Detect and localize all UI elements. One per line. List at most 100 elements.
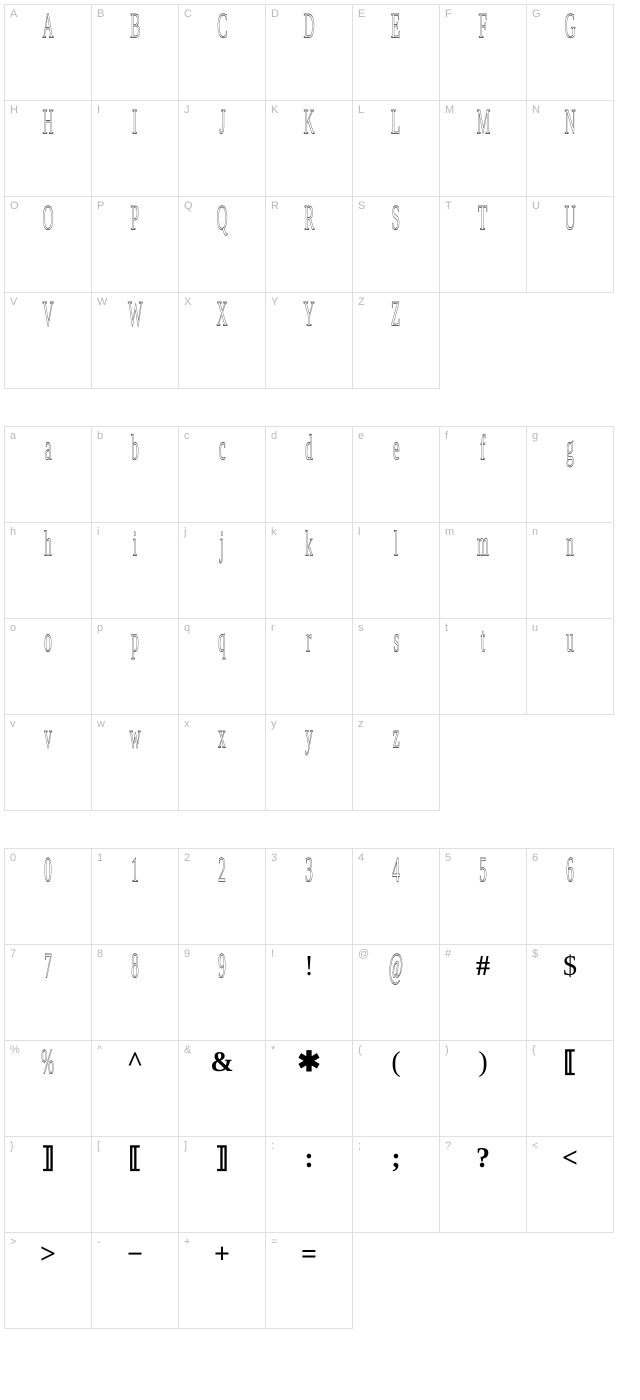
glyph-cell: @@ (352, 944, 440, 1041)
glyph-char: L (391, 105, 400, 141)
glyph-char: U (564, 201, 575, 237)
glyph-cell: OO (4, 196, 92, 293)
glyph-display: l (353, 531, 439, 559)
glyph-cell: *✱ (265, 1040, 353, 1137)
glyph-display: x (179, 723, 265, 751)
glyph-display: ⟦ (92, 1145, 178, 1173)
glyph-display: C (179, 13, 265, 41)
glyph-char: A (42, 9, 53, 45)
glyph-row: %%^^&&*✱(()){⟦ (4, 1040, 636, 1136)
glyph-cell: ff (439, 426, 527, 523)
glyph-display: P (92, 205, 178, 233)
glyph-display: 0 (5, 857, 91, 885)
glyph-char: Y (303, 297, 314, 333)
glyph-display: a (5, 435, 91, 463)
glyph-cell: mm (439, 522, 527, 619)
glyph-display: g (527, 435, 613, 463)
glyph-cell: YY (265, 292, 353, 389)
glyph-char: w (129, 719, 140, 755)
glyph-display: ! (266, 953, 352, 981)
glyph-cell: ww (91, 714, 179, 811)
glyph-display: @ (353, 953, 439, 981)
glyph-chart-numbers-symbols: 00112233445566778899!!@@##$$%%^^&&*✱(())… (4, 848, 636, 1328)
glyph-cell: DD (265, 4, 353, 101)
glyph-cell: yy (265, 714, 353, 811)
glyph-display: v (5, 723, 91, 751)
glyph-char: S (392, 201, 401, 237)
glyph-row: hhiijjkkllmmnn (4, 522, 636, 618)
glyph-cell: ;; (352, 1136, 440, 1233)
glyph-cell: << (526, 1136, 614, 1233)
glyph-cell: SS (352, 196, 440, 293)
glyph-display: E (353, 13, 439, 41)
glyph-display: R (266, 205, 352, 233)
glyph-char: C (217, 9, 227, 45)
glyph-display: O (5, 205, 91, 233)
glyph-char: s (393, 623, 399, 659)
glyph-char: ^ (127, 1049, 143, 1077)
glyph-display: r (266, 627, 352, 655)
glyph-display: < (527, 1145, 613, 1173)
glyph-char: ⟧ (41, 1145, 55, 1173)
glyph-char: 5 (479, 853, 487, 889)
glyph-display: M (440, 109, 526, 137)
glyph-char: Q (216, 201, 227, 237)
glyph-char: 9 (218, 949, 226, 985)
glyph-display: k (266, 531, 352, 559)
glyph-cell: 00 (4, 848, 92, 945)
glyph-cell: GG (526, 4, 614, 101)
glyph-char: @ (389, 949, 403, 985)
glyph-char: V (42, 297, 53, 333)
glyph-char: D (303, 9, 314, 45)
glyph-display: 8 (92, 953, 178, 981)
glyph-display: > (5, 1241, 91, 1269)
glyph-cell: TT (439, 196, 527, 293)
glyph-char: 8 (131, 949, 139, 985)
glyph-cell: 11 (91, 848, 179, 945)
glyph-display: y (266, 723, 352, 751)
glyph-char: = (301, 1241, 317, 1269)
glyph-display: # (440, 953, 526, 981)
glyph-display: D (266, 13, 352, 41)
glyph-cell: 66 (526, 848, 614, 945)
glyph-cell: BB (91, 4, 179, 101)
glyph-char: f (480, 431, 485, 467)
glyph-char: g (566, 431, 574, 467)
glyph-display: ^ (92, 1049, 178, 1077)
glyph-display: W (92, 301, 178, 329)
glyph-cell: XX (178, 292, 266, 389)
glyph-char: J (219, 105, 225, 141)
glyph-display: $ (527, 953, 613, 981)
glyph-char: R (304, 201, 314, 237)
glyph-cell: WW (91, 292, 179, 389)
glyph-cell: 55 (439, 848, 527, 945)
glyph-char: ✱ (297, 1049, 320, 1077)
glyph-char: k (305, 527, 313, 563)
glyph-display: b (92, 435, 178, 463)
glyph-char: ! (304, 953, 313, 981)
glyph-cell: && (178, 1040, 266, 1137)
glyph-cell: xx (178, 714, 266, 811)
glyph-row: 778899!!@@##$$ (4, 944, 636, 1040)
glyph-char: h (44, 527, 52, 563)
glyph-char: F (479, 9, 488, 45)
glyph-cell: rr (265, 618, 353, 715)
glyph-display: K (266, 109, 352, 137)
glyph-char: t (481, 623, 485, 659)
glyph-char: # (476, 953, 490, 981)
glyph-cell: bb (91, 426, 179, 523)
glyph-char: ⟦ (563, 1049, 577, 1077)
glyph-cell: JJ (178, 100, 266, 197)
glyph-row: HHIIJJKKLLMMNN (4, 100, 636, 196)
glyph-display: Z (353, 301, 439, 329)
glyph-char: v (44, 719, 52, 755)
glyph-cell: UU (526, 196, 614, 293)
glyph-cell: EE (352, 4, 440, 101)
glyph-row: AABBCCDDEEFFGG (4, 4, 636, 100)
glyph-cell: cc (178, 426, 266, 523)
glyph-char: ) (478, 1049, 487, 1077)
glyph-cell: KK (265, 100, 353, 197)
glyph-char: E (391, 9, 400, 45)
glyph-char: B (130, 9, 140, 45)
glyph-cell: -− (91, 1232, 179, 1329)
